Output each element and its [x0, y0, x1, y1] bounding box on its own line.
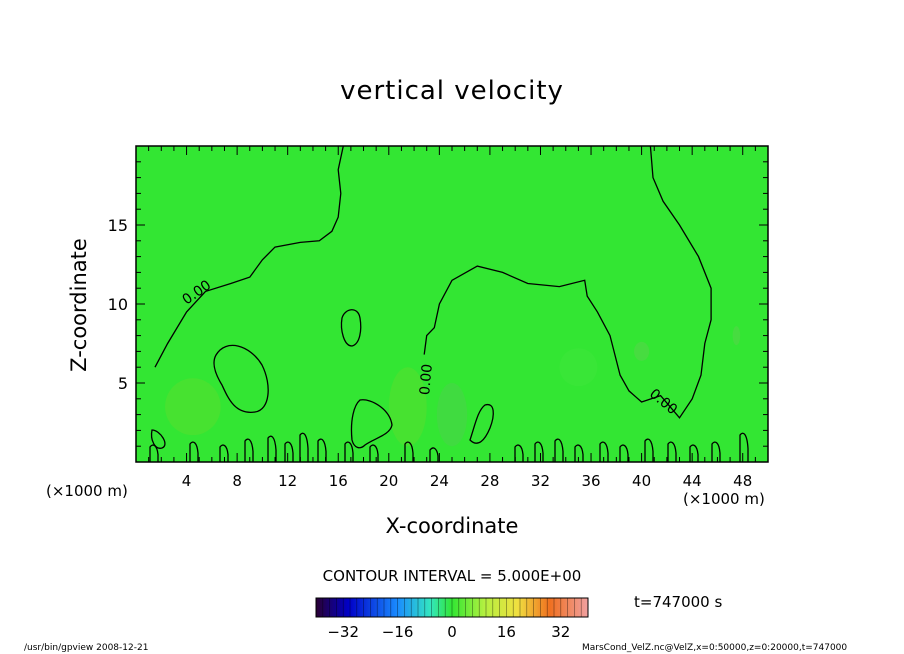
footer-source: MarsCond_VelZ.nc@VelZ,x=0:50000,z=0:2000…: [582, 643, 848, 653]
field-variation: [634, 341, 650, 361]
x-tick-label: 20: [379, 472, 398, 490]
x-axis: 4 8 12 16 20 24 28 32 36 40 44 48: [148, 146, 756, 490]
x-tick-label: 32: [531, 472, 550, 490]
x-tick-label: 8: [232, 472, 242, 490]
contour-noise: [299, 432, 309, 462]
x-tick-label: 44: [683, 472, 702, 490]
x-tick-label: 36: [581, 472, 600, 490]
contour-noise: [317, 438, 327, 462]
field-variation: [732, 326, 741, 346]
contour-loop: [469, 403, 494, 444]
colorbar-tick-label: −32: [327, 623, 359, 641]
contour-noise: [689, 444, 699, 462]
x-axis-label: X-coordinate: [385, 514, 519, 538]
contour-noise: [711, 441, 721, 462]
colorbar-tick-label: 0: [447, 623, 457, 641]
y-axis: 5 10 15: [108, 161, 768, 447]
x-tick-label: 16: [329, 472, 348, 490]
contour-loop: [150, 429, 166, 449]
contour-noise: [189, 441, 199, 462]
field-variation: [559, 348, 598, 387]
contour-line-zero-left: [154, 145, 344, 368]
contour-lines: [149, 145, 749, 462]
contour-noise: [667, 441, 677, 462]
contour-interval-label: CONTOUR INTERVAL = 5.000E+00: [322, 567, 582, 585]
x-tick-label: 4: [182, 472, 192, 490]
y-tick-label: 10: [108, 295, 128, 314]
contour-noise: [219, 444, 229, 462]
contour-noise: [739, 432, 749, 462]
field-variation: [388, 367, 427, 447]
contour-noise: [404, 441, 414, 462]
x-tick-label: 48: [733, 472, 752, 490]
contour-noise: [534, 441, 544, 462]
contour-noise: [554, 438, 564, 462]
contour-line-zero-center: [423, 145, 712, 419]
field-variations: [165, 326, 741, 447]
contour-noise: [429, 447, 439, 462]
x-unit-label-right: (×1000 m): [683, 490, 765, 508]
y-tick-label: 15: [108, 216, 128, 235]
x-tick-label: 28: [480, 472, 499, 490]
footer-program-date: /usr/bin/gpview 2008-12-21: [24, 643, 149, 653]
contour-noise: [267, 435, 277, 462]
contour-noise: [344, 441, 354, 462]
contour-label: 0.00: [417, 363, 436, 395]
field-variation: [165, 378, 221, 436]
x-tick-label: 40: [632, 472, 651, 490]
x-tick-label: 24: [430, 472, 449, 490]
contour-noise: [284, 441, 294, 462]
contour-noise: [574, 444, 584, 462]
chart-title: vertical velocity: [340, 76, 564, 106]
contour-noise: [149, 444, 159, 462]
contour-loop: [350, 399, 393, 449]
colorbar-tick-label: 16: [497, 623, 516, 641]
contour-noise: [599, 441, 609, 462]
contour-loop: [213, 344, 269, 413]
contour-loop: [340, 309, 362, 347]
x-unit-label-left: (×1000 m): [46, 482, 128, 500]
x-tick-label: 12: [278, 472, 297, 490]
contour-noise: [369, 444, 379, 462]
y-axis-label: Z-coordinate: [67, 238, 91, 372]
contour-noise: [514, 444, 524, 462]
colorbar-tick-label: 32: [551, 623, 570, 641]
contour-noise: [644, 438, 654, 462]
y-tick-label: 5: [118, 374, 128, 393]
contour-noise: [244, 438, 254, 462]
time-label: t=747000 s: [634, 593, 723, 611]
colorbar-ticks: −32 −16 0 16 32: [322, 598, 582, 641]
colorbar-tick-label: −16: [382, 623, 414, 641]
field-variation: [436, 383, 468, 447]
contour-noise: [619, 444, 629, 462]
